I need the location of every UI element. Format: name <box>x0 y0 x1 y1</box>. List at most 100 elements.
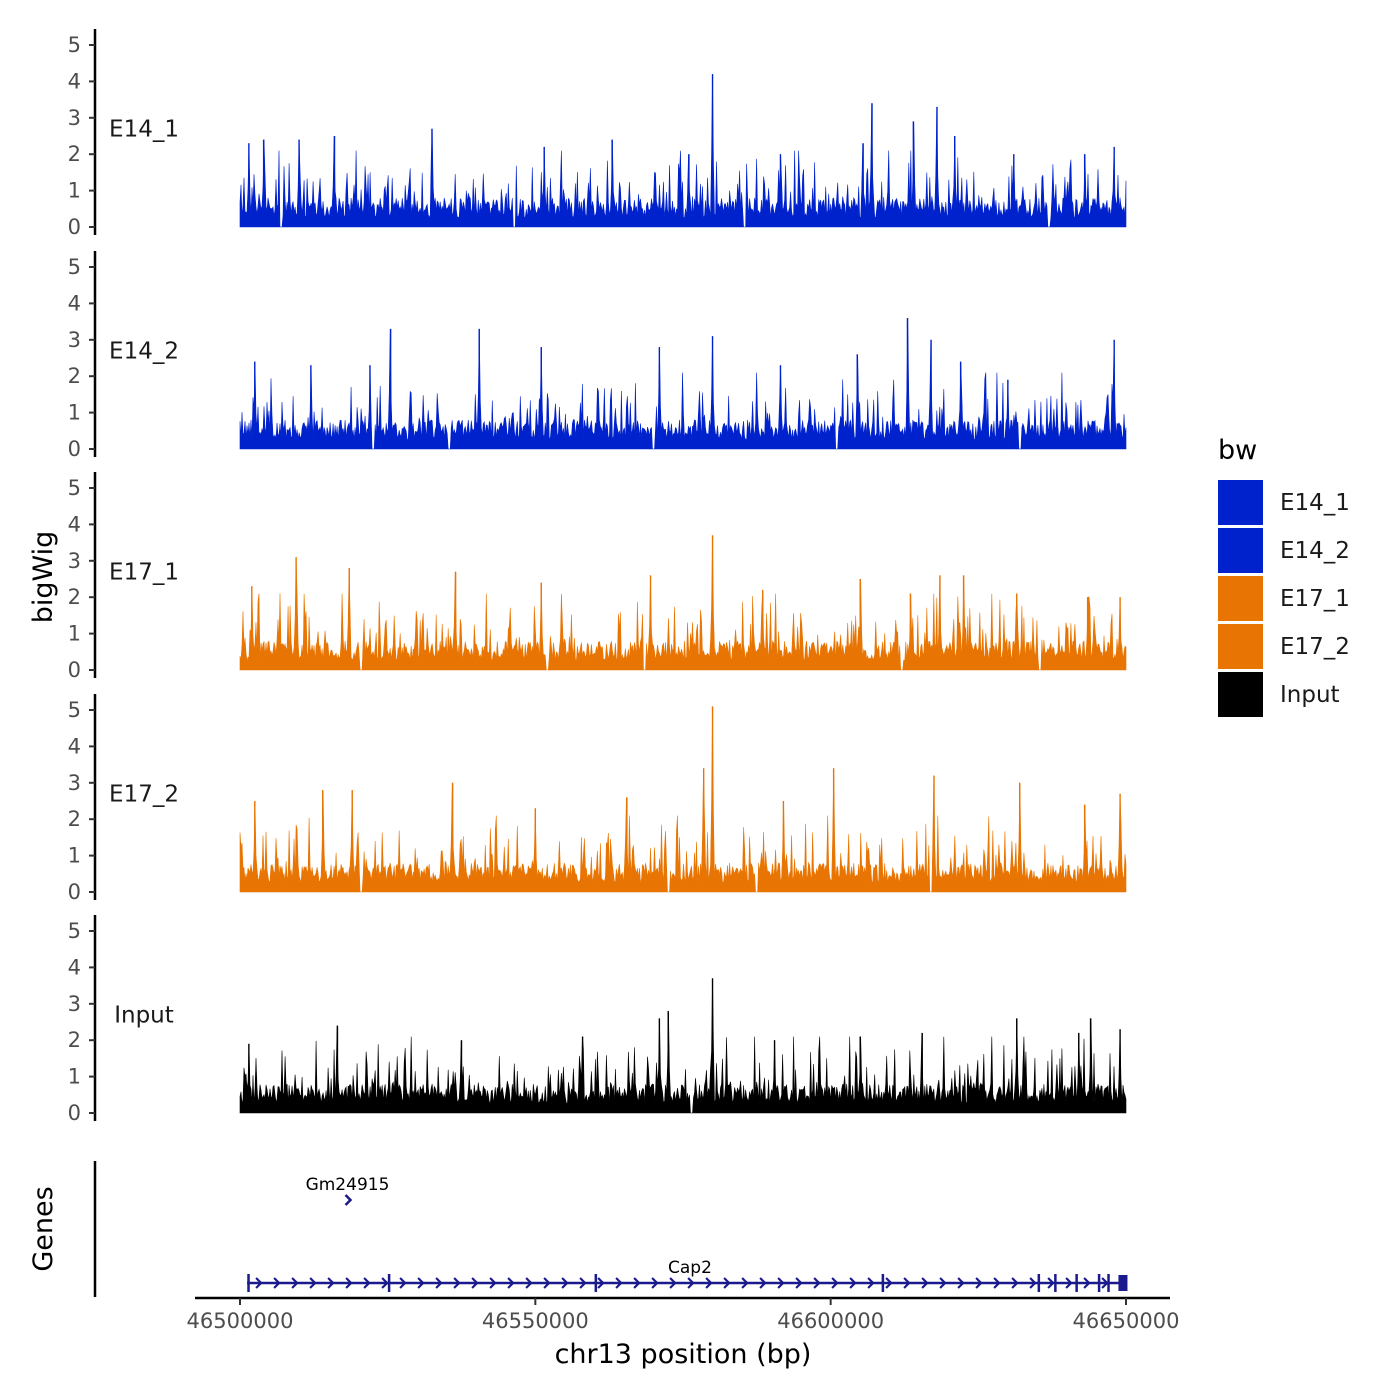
legend: bw E14_1 E14_2 E17_1 E17_2 Input <box>1218 435 1350 717</box>
gene-gm24915: Gm24915 <box>306 1175 390 1206</box>
gene-strand-arrow <box>705 1277 713 1289</box>
gene-exon <box>1097 1274 1101 1292</box>
gene-strand-arrow <box>381 1277 389 1289</box>
gene-strand-arrow <box>597 1277 605 1289</box>
legend-entry-e14-1: E14_1 <box>1218 480 1350 525</box>
gene-strand-arrow <box>885 1277 893 1289</box>
gene-strand-arrow <box>344 1194 353 1206</box>
gene-strand-arrow <box>849 1277 857 1289</box>
y-axis-title: bigWig <box>28 531 59 624</box>
gene-strand-arrow <box>507 1277 515 1289</box>
x-tick-label: 46550000 <box>482 1309 589 1333</box>
gene-strand-arrow <box>921 1277 929 1289</box>
y-tick-label: 0 <box>68 1101 81 1125</box>
gene-strand-arrow <box>489 1277 497 1289</box>
gene-strand-arrow <box>669 1277 677 1289</box>
gene-strand-arrow <box>1083 1277 1091 1289</box>
gene-exon <box>1037 1274 1041 1292</box>
gene-strand-arrow <box>417 1277 425 1289</box>
y-tick-label: 0 <box>68 437 81 461</box>
gene-strand-arrow <box>327 1277 335 1289</box>
gene-strand-arrow <box>993 1277 1001 1289</box>
track-label: E14_1 <box>109 116 179 142</box>
gene-strand-arrow <box>309 1277 317 1289</box>
genes-axis-title: Genes <box>28 1186 59 1271</box>
track-label: E14_2 <box>109 338 179 364</box>
x-tick-label: 46600000 <box>777 1309 884 1333</box>
gene-strand-arrow <box>651 1277 659 1289</box>
gene-strand-arrow <box>363 1277 371 1289</box>
gene-strand-arrow <box>975 1277 983 1289</box>
gene-strand-arrow <box>1029 1277 1037 1289</box>
y-tick-label: 5 <box>68 33 81 57</box>
gene-strand-arrow <box>813 1277 821 1289</box>
y-tick-label: 2 <box>68 364 81 388</box>
gene-strand-arrow <box>777 1277 785 1289</box>
legend-swatch <box>1218 480 1263 525</box>
gene-label: Cap2 <box>668 1258 712 1278</box>
gene-exon <box>1054 1274 1057 1292</box>
track-input: 0 1 2 3 4 5 Input <box>68 915 1127 1125</box>
legend-label: E17_2 <box>1280 634 1350 660</box>
track-e17-1: 0 1 2 3 4 5 E17_1 <box>68 472 1127 682</box>
legend-entry-input: Input <box>1218 672 1340 717</box>
gene-exon <box>1118 1275 1128 1291</box>
track-e14-2: 0 1 2 3 4 5 E14_2 <box>68 251 1127 461</box>
gene-strand-arrow <box>741 1277 749 1289</box>
legend-swatch <box>1218 528 1263 573</box>
gene-strand-arrow <box>291 1277 299 1289</box>
x-tick-label: 46650000 <box>1073 1309 1180 1333</box>
gene-track: Gm24915 Cap2 <box>93 1161 1128 1297</box>
y-tick-label: 1 <box>68 401 81 425</box>
track-label: E17_1 <box>109 559 179 585</box>
y-tick-label: 4 <box>68 69 81 93</box>
track-label: E17_2 <box>109 781 179 807</box>
signal-area <box>239 74 1127 228</box>
signal-area <box>239 978 1127 1114</box>
y-tick-label: 0 <box>68 658 81 682</box>
gene-exon <box>881 1274 885 1292</box>
gene-exon <box>247 1274 250 1292</box>
legend-label: E14_2 <box>1280 538 1350 564</box>
gene-exon <box>1075 1274 1078 1292</box>
signal-area <box>239 535 1127 671</box>
track-e17-2: 0 1 2 3 4 5 E17_2 <box>68 694 1127 904</box>
gene-strand-arrow <box>399 1277 407 1289</box>
gene-label: Gm24915 <box>306 1175 390 1195</box>
gene-strand-arrow <box>1065 1277 1073 1289</box>
legend-entry-e14-2: E14_2 <box>1218 528 1350 573</box>
y-tick-label: 5 <box>68 698 81 722</box>
y-tick-label: 5 <box>68 255 81 279</box>
y-tick-label: 2 <box>68 142 81 166</box>
legend-entry-e17-2: E17_2 <box>1218 624 1350 669</box>
gene-strand-arrow <box>1047 1277 1055 1289</box>
legend-swatch <box>1218 672 1263 717</box>
gene-strand-arrow <box>561 1277 569 1289</box>
gene-strand-arrow <box>687 1277 695 1289</box>
y-tick-label: 4 <box>68 291 81 315</box>
y-tick-label: 0 <box>68 215 81 239</box>
y-tick-label: 1 <box>68 844 81 868</box>
gene-strand-arrow <box>1011 1277 1019 1289</box>
gene-strand-arrow <box>957 1277 965 1289</box>
gene-strand-arrow <box>759 1277 767 1289</box>
y-tick-label: 3 <box>68 328 81 352</box>
y-tick-label: 2 <box>68 807 81 831</box>
legend-label: E17_1 <box>1280 586 1350 612</box>
signal-area <box>239 317 1127 450</box>
y-tick-label: 1 <box>68 179 81 203</box>
gene-strand-arrow <box>345 1277 353 1289</box>
y-tick-label: 0 <box>68 880 81 904</box>
y-tick-label: 2 <box>68 585 81 609</box>
x-axis-title: chr13 position (bp) <box>555 1339 812 1370</box>
gene-strand-arrow <box>543 1277 551 1289</box>
gene-strand-arrow <box>525 1277 533 1289</box>
bigwig-tracks: 0 1 2 3 4 5 E14_1 0 1 2 3 4 5 E14_2 0 1 2 3 4 5 E17_1 0 1 2 3 4 5 E… <box>68 29 1127 1125</box>
gene-exon <box>594 1274 598 1292</box>
legend-entry-e17-1: E17_1 <box>1218 576 1350 621</box>
gene-strand-arrow <box>795 1277 803 1289</box>
legend-label: E14_1 <box>1280 490 1350 516</box>
y-tick-label: 1 <box>68 1065 81 1089</box>
legend-label: Input <box>1280 682 1340 708</box>
